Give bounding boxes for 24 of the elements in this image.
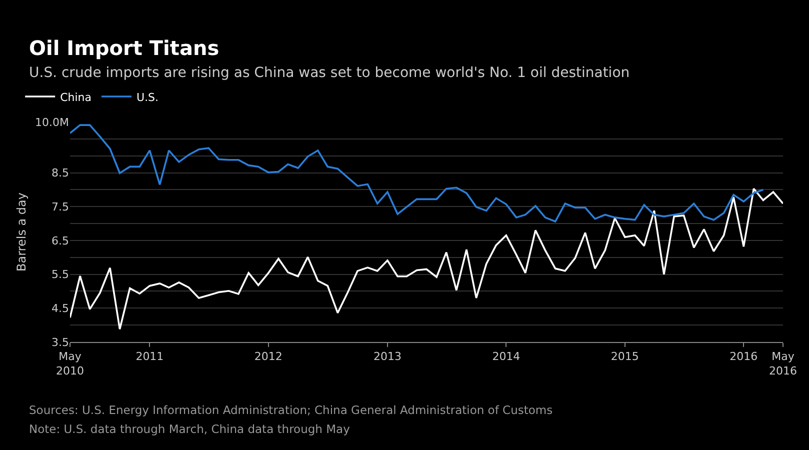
- legend-label: China: [60, 90, 92, 104]
- x-tick-label: 2012: [254, 350, 282, 364]
- y-tick-label: 7.5: [52, 200, 69, 214]
- y-axis-title: Barrels a day: [14, 192, 28, 272]
- chart-subtitle: U.S. crude imports are rising as China was set to become world's No. 1 oil destination: [29, 65, 630, 81]
- text: Note: U.S. data through March, China data through May: [29, 422, 350, 436]
- x-tick-label: 2016: [730, 350, 758, 364]
- y-tick-label: 5.5: [52, 268, 69, 282]
- y-tick-label: 3.5: [52, 336, 69, 349]
- x-tick-label: 2015: [610, 350, 639, 364]
- x-tick-label: 2011: [136, 350, 164, 364]
- line-series: [70, 188, 783, 330]
- x-tick-label: May 2016: [769, 350, 797, 378]
- y-tick-label: 8.5: [52, 166, 69, 180]
- x-tick-label: May 2010: [56, 350, 84, 378]
- line-series: [70, 124, 764, 222]
- x-tick-label: 2013: [373, 350, 402, 364]
- y-tick-label: 4.5: [52, 302, 69, 315]
- y-tick-label: 10.0M: [35, 116, 69, 129]
- x-tick-label: 2014: [492, 350, 520, 364]
- legend-label: U.S.: [136, 90, 159, 104]
- chart-title: Oil Import Titans: [29, 36, 220, 60]
- source-note: Sources: U.S. Energy Information Administration; China General Administration of Customs: [29, 403, 553, 417]
- y-tick-label: 6.5: [52, 234, 69, 248]
